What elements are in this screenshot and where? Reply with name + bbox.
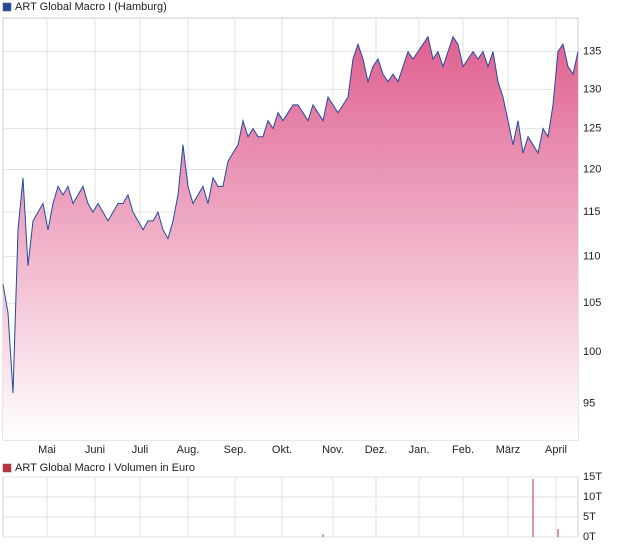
legend-swatch	[2, 463, 12, 473]
legend-swatch	[2, 2, 12, 12]
y-tick-label: 105	[583, 297, 601, 309]
x-tick-label: Juni	[85, 444, 105, 456]
plot-frame	[2, 476, 579, 538]
y-tick-label: 100	[583, 346, 601, 358]
x-tick-label: Jan.	[409, 444, 430, 456]
y-tick-label: 130	[583, 83, 601, 95]
y-tick-label: 125	[583, 123, 601, 135]
area	[3, 36, 578, 441]
y-tick-label: 10T	[583, 491, 602, 503]
x-tick-label: Okt.	[272, 444, 292, 456]
y-tick-label: 120	[583, 163, 601, 175]
x-tick-label: Dez.	[365, 444, 388, 456]
y-tick-label: 5T	[583, 511, 596, 523]
x-tick-label: Nov.	[322, 444, 344, 456]
legend-label: ART Global Macro I (Hamburg)	[15, 1, 167, 13]
bar	[557, 529, 559, 537]
y-tick-label: 15T	[583, 471, 602, 483]
y-tick-label: 115	[583, 206, 601, 218]
x-tick-label: Sep.	[224, 444, 247, 456]
x-tick-label: April	[545, 444, 567, 456]
x-tick-label: Juli	[132, 444, 149, 456]
bar	[532, 479, 534, 537]
y-tick-label: 135	[583, 45, 601, 57]
x-tick-label: Mai	[38, 444, 56, 456]
bar	[322, 534, 324, 537]
x-tick-label: Aug.	[177, 444, 200, 456]
y-tick-label: 95	[583, 397, 595, 409]
line	[2, 35, 579, 394]
x-tick-label: März	[496, 444, 520, 456]
legend-label: ART Global Macro I Volumen in Euro	[15, 462, 195, 474]
y-tick-label: 0T	[583, 531, 596, 543]
y-tick-label: 110	[583, 251, 601, 263]
x-tick-label: Feb.	[452, 444, 474, 456]
